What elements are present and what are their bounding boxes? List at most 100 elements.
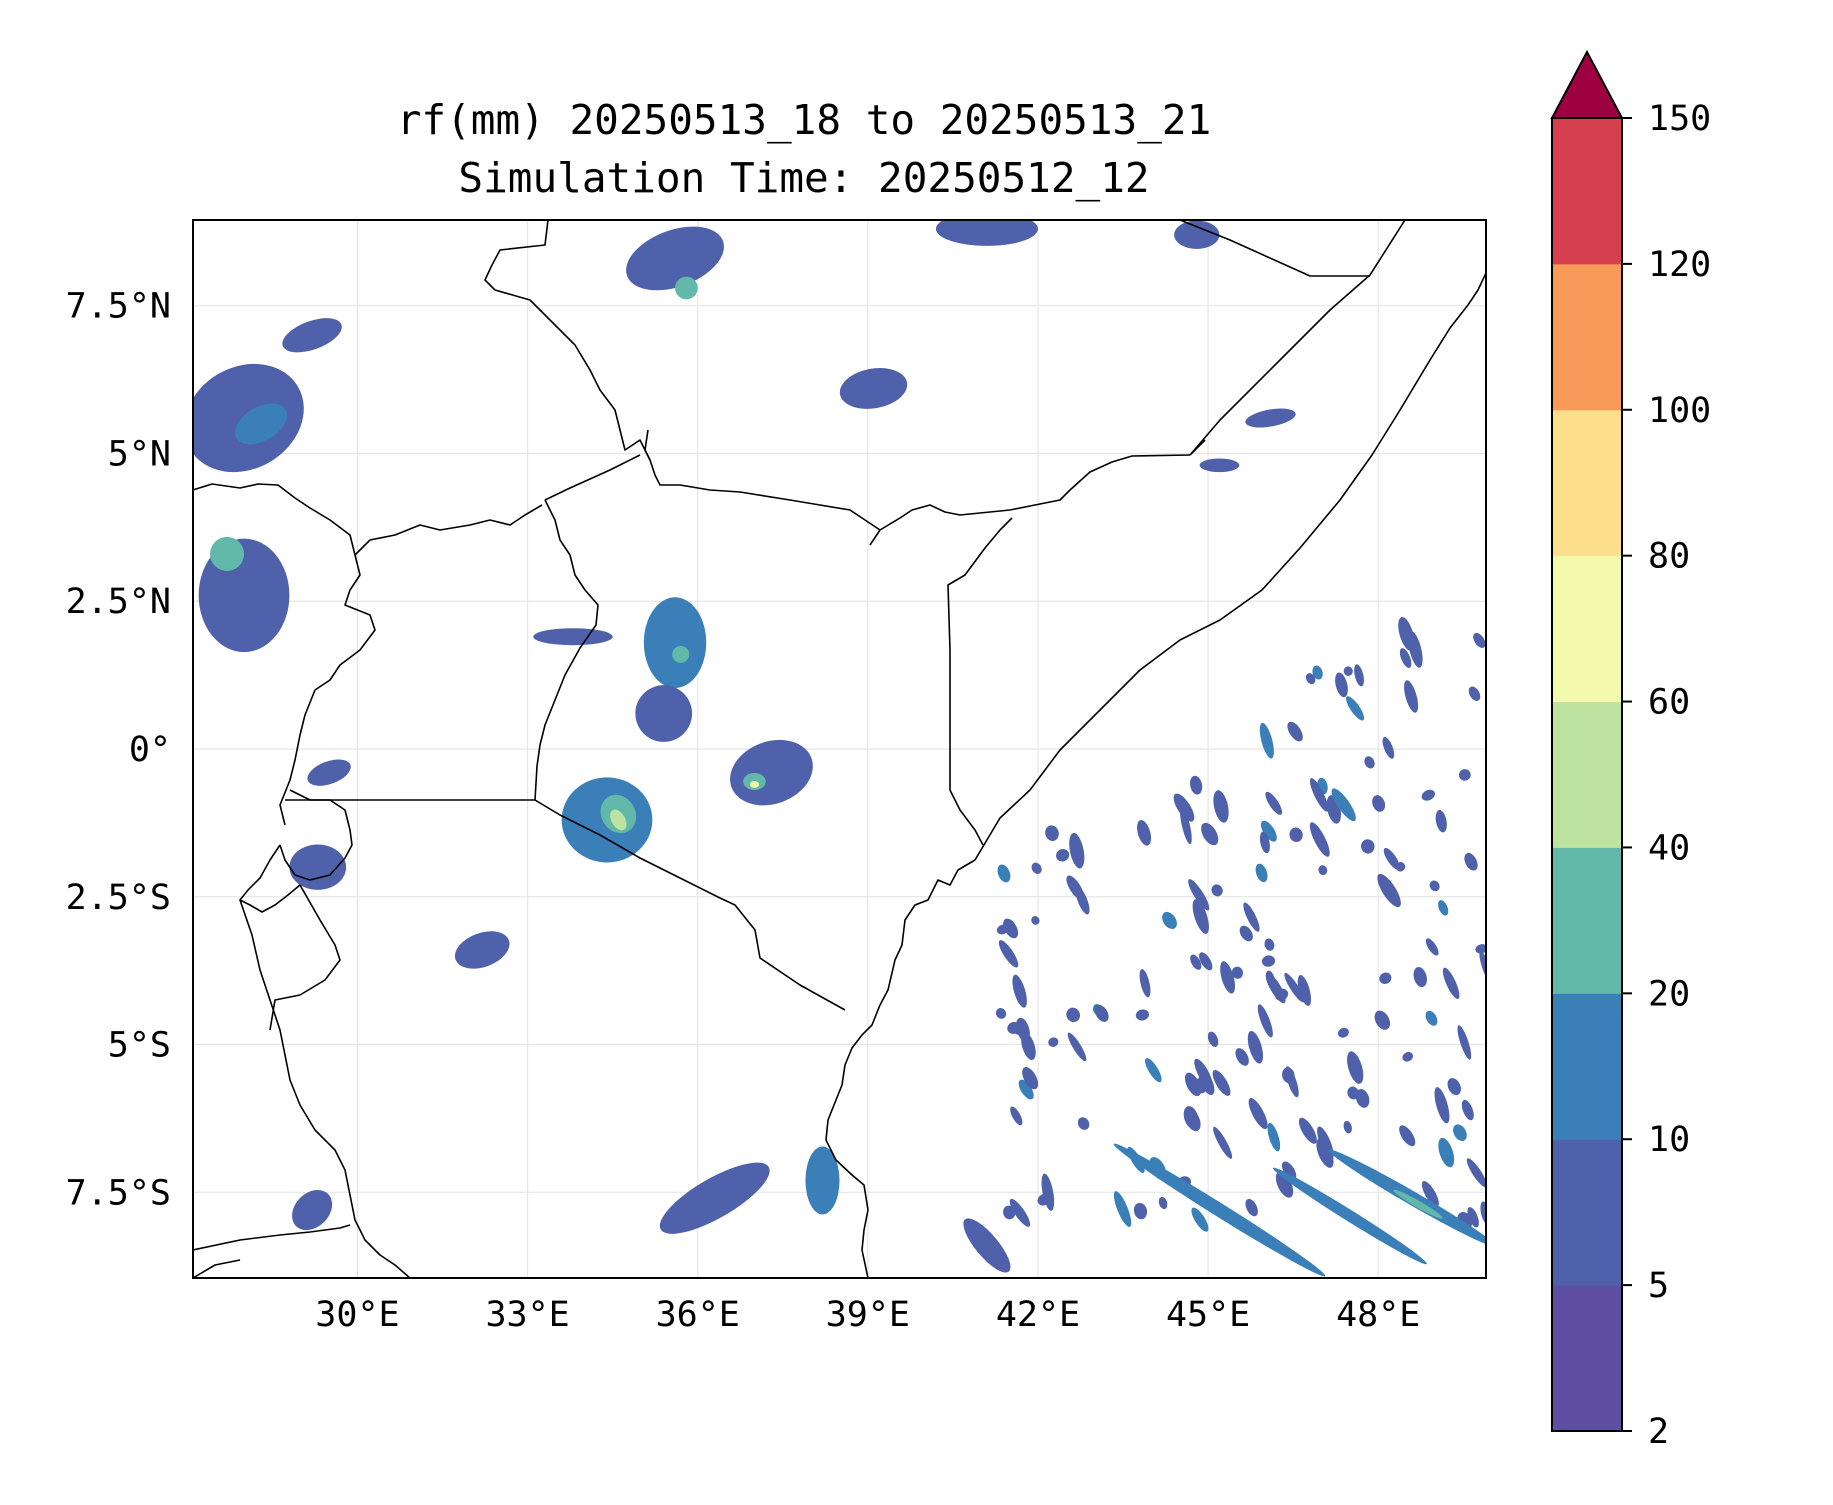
rain-cell	[659, 1162, 770, 1234]
swell-streak	[1255, 863, 1268, 883]
swell-streak	[1003, 918, 1019, 939]
swell-streak	[1022, 1067, 1039, 1090]
swell-streak	[1194, 1058, 1213, 1088]
lon-tick-label: 39°E	[826, 1295, 910, 1335]
swell-streak	[1335, 672, 1348, 698]
colorbar-tick-label: 80	[1648, 537, 1690, 577]
swell-streak	[1158, 1196, 1168, 1210]
swell-streak	[1421, 789, 1435, 801]
rain-cell	[1393, 1189, 1443, 1219]
swell-streak	[1364, 756, 1375, 769]
lon-tick-label: 42°E	[996, 1295, 1080, 1335]
border-sudan-south-sudan	[644, 429, 651, 461]
swell-streak	[1343, 666, 1353, 676]
swell-streak	[1447, 1078, 1461, 1096]
swell-streak	[1316, 1138, 1334, 1168]
map-frame	[192, 219, 1487, 1279]
lat-tick-label: 5°S	[108, 1026, 171, 1066]
rain-cell	[292, 1189, 333, 1231]
colorbar-segment	[1552, 1285, 1622, 1432]
swell-streak	[1069, 832, 1085, 869]
swell-streak	[995, 1008, 1007, 1019]
rain-cell	[1272, 1167, 1427, 1265]
swell-streak	[1193, 1078, 1207, 1094]
border-uganda-drc	[279, 554, 376, 826]
swell-streak	[1305, 673, 1316, 685]
swell-streak	[1337, 1027, 1349, 1038]
swell-streak	[1318, 865, 1328, 876]
lat-tick-label: 7.5°S	[66, 1173, 171, 1213]
swell-streak	[1066, 1007, 1081, 1023]
rain-cell	[1113, 1143, 1326, 1277]
border-kenya-uganda	[534, 499, 599, 801]
swell-streak	[1247, 1030, 1264, 1064]
rain-cell	[533, 628, 613, 646]
colorbar-segment	[1552, 701, 1622, 848]
swell-streak	[1479, 951, 1486, 988]
border-rwanda	[279, 789, 353, 881]
swell-streak	[1235, 1048, 1249, 1066]
swell-streak	[1067, 1032, 1087, 1062]
gridlines	[193, 220, 1486, 1278]
swell-streak	[1372, 795, 1386, 812]
swell-streak	[1199, 952, 1213, 971]
lat-tick-label: 2.5°N	[66, 582, 171, 622]
rain-cell	[1245, 408, 1296, 428]
colorbar-segment	[1552, 118, 1622, 265]
swell-streak	[1402, 1052, 1414, 1062]
swell-streak	[1213, 1126, 1233, 1159]
colorbar-frame	[1551, 117, 1623, 1432]
border-kenya-ethiopia	[544, 454, 641, 501]
swell-streak	[1192, 899, 1209, 934]
colorbar-tick-label: 20	[1648, 974, 1690, 1014]
swell-streak	[1285, 1066, 1299, 1098]
colorbar-tick-label: 40	[1648, 828, 1690, 868]
border-south-sudan-ethiopia	[484, 220, 881, 531]
swell-streak	[1077, 1117, 1090, 1130]
colorbar-tick-label: 60	[1648, 683, 1690, 723]
swell-streak	[1343, 1120, 1352, 1134]
swell-streak	[1425, 938, 1439, 956]
swell-streak	[1284, 972, 1305, 1003]
swell-streak	[1191, 1207, 1209, 1232]
swell-streak	[1162, 911, 1177, 929]
lat-tick-label: 7.5°N	[66, 287, 171, 327]
rain-cell	[454, 931, 510, 969]
longitude-ticks: 30°E 33°E 36°E 39°E 42°E 45°E 48°E	[315, 1295, 1420, 1335]
swell-streak	[1045, 825, 1059, 841]
swell-streak	[1056, 848, 1070, 862]
swell-streak	[1468, 686, 1481, 701]
swell-streak	[1031, 862, 1042, 874]
swell-streak	[1031, 916, 1040, 925]
rain-cell	[282, 318, 342, 353]
swell-streak	[1135, 1009, 1150, 1021]
swell-streak	[1309, 778, 1329, 812]
rain-cell	[749, 781, 759, 788]
colorbar-tick-label: 100	[1648, 391, 1711, 431]
lon-tick-label: 30°E	[315, 1295, 399, 1335]
swell-streak	[1267, 1122, 1281, 1152]
swell-streak	[1213, 790, 1229, 823]
country-borders	[193, 220, 1486, 1278]
swell-streak	[1190, 954, 1202, 970]
swell-streak	[1457, 1025, 1472, 1060]
rain-cell	[805, 1146, 840, 1215]
swell-streak	[1473, 632, 1486, 648]
colorbar-segment	[1552, 993, 1622, 1140]
swell-streak	[1275, 1171, 1294, 1198]
swell-streak	[1207, 1031, 1219, 1047]
swell-streak	[1010, 1106, 1023, 1126]
rain-cell	[235, 403, 288, 445]
swell-streak	[1464, 852, 1478, 871]
swell-streak	[1298, 1117, 1317, 1144]
rain-cell	[610, 809, 627, 831]
rain-cell	[626, 226, 724, 291]
swell-streak	[1137, 820, 1152, 846]
swell-streak	[1399, 1125, 1416, 1147]
colorbar-segment	[1552, 263, 1622, 411]
border-djibouti-region	[1179, 220, 1370, 277]
swell-streak	[1461, 1099, 1474, 1121]
swell-streak	[1331, 788, 1356, 822]
rain-cell	[1174, 220, 1220, 249]
